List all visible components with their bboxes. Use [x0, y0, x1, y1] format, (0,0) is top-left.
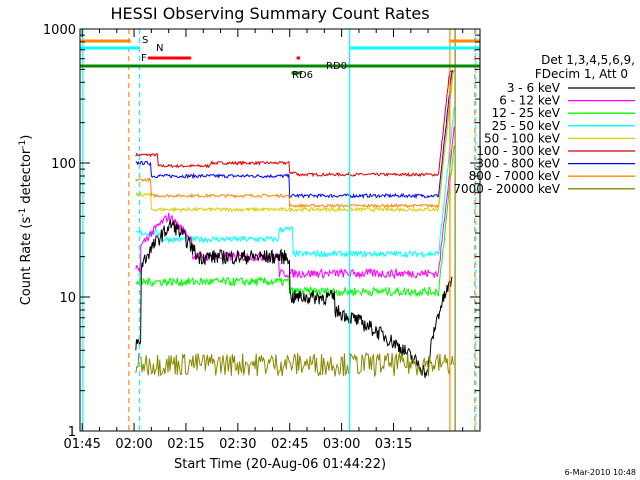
- plot-frame: [79, 28, 481, 432]
- series-line-100-300-kev: [135, 70, 455, 178]
- legend-label-0: 3 - 6 keV: [507, 81, 561, 95]
- ylabel-sup-1: -1: [18, 208, 28, 217]
- x-tick-label: 02:15: [167, 437, 204, 452]
- legend-header-2: FDecim 1, Att 0: [535, 67, 628, 81]
- flag-label-n: N: [156, 43, 163, 54]
- y-tick-label: 100: [51, 157, 76, 172]
- x-tick-label: 01:45: [63, 437, 100, 452]
- ylabel-sup-2: -1: [18, 140, 28, 149]
- x-tick-label: 02:30: [219, 437, 256, 452]
- generation-timestamp: 6-Mar-2010 10:48: [565, 468, 636, 477]
- legend-label-4: 50 - 100 keV: [484, 131, 561, 145]
- legend-label-7: 800 - 7000 keV: [469, 169, 561, 183]
- legend-label-5: 100 - 300 keV: [476, 144, 560, 158]
- y-tick-label: 1: [68, 425, 76, 440]
- x-tick-label: 03:00: [323, 437, 360, 452]
- ylabel-part-1: Count Rate (s: [19, 217, 34, 306]
- series-line-7000-20000-kev: [135, 351, 454, 378]
- plot-content: SNF RD0 RD6: [80, 29, 480, 431]
- legend-label-6: 300 - 800 keV: [476, 157, 560, 171]
- ylabel-part-2: detector: [19, 148, 34, 208]
- series-line-50-100-kev: [135, 69, 455, 213]
- x-axis-label: Start Time (20-Aug-06 01:44:22): [174, 457, 386, 472]
- flag-label-s: S: [142, 35, 148, 46]
- flag-label-rd6: RD6: [292, 70, 313, 81]
- x-tick-label: 02:00: [115, 437, 152, 452]
- legend: Det 1,3,4,5,6,9, FDecim 1, Att 0 3 - 6 k…: [453, 53, 635, 196]
- x-tick-label: 02:45: [271, 437, 308, 452]
- flag-label-f: F: [141, 53, 147, 64]
- series-line-3-6-kev: [135, 219, 453, 379]
- legend-label-2: 12 - 25 keV: [492, 106, 561, 120]
- x-tick-label: 03:15: [375, 437, 412, 452]
- series-line-800-7000-kev: [135, 70, 455, 209]
- legend-label-3: 25 - 50 keV: [492, 119, 561, 133]
- y-axis-label: Count Rate (s-1 detector-1): [18, 135, 34, 306]
- series-line-300-800-kev: [135, 70, 455, 200]
- y-tick-label: 10: [59, 291, 76, 306]
- series-line-6-12-kev: [135, 126, 455, 280]
- axes: 01:45 02:00 02:15 02:30 02:45 03:00 03:15 1 10 10…: [43, 23, 480, 452]
- flag-label-rd0: RD0: [326, 61, 347, 72]
- y-tick-label: 1000: [43, 23, 76, 38]
- legend-label-8: 7000 - 20000 keV: [453, 182, 560, 196]
- chart-title: HESSI Observing Summary Count Rates: [110, 4, 429, 23]
- legend-label-1: 6 - 12 keV: [499, 94, 561, 108]
- legend-header-1: Det 1,3,4,5,6,9,: [541, 53, 635, 67]
- ylabel-part-3: ): [19, 135, 34, 140]
